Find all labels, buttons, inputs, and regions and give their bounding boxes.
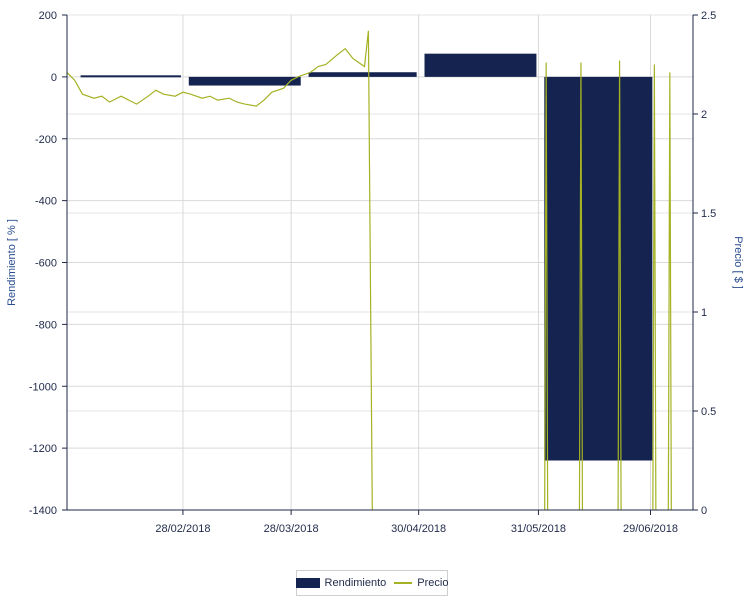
bar-rendimiento-1 [188, 76, 301, 86]
y-tick-label-left-3: -400 [35, 196, 57, 208]
y-tick-label-left-7: -1200 [29, 443, 57, 455]
chart-legend: Rendimiento Precio [295, 570, 448, 596]
bar-rendimiento-2 [308, 72, 417, 77]
bar-rendimiento-4 [544, 76, 653, 461]
y-tick-label-left-1: 0 [51, 72, 57, 84]
y-tick-label-left-4: -600 [35, 258, 57, 270]
y-axis-title-right: Precio [ $ ] [732, 236, 744, 289]
y-tick-label-left-8: -1400 [29, 505, 57, 517]
y-tick-label-left-5: -800 [35, 319, 57, 331]
y-tick-label-right-1: 2 [701, 109, 707, 121]
legend-swatch-precio [394, 582, 413, 584]
y-tick-label-left-6: -1000 [29, 381, 57, 393]
y-tick-label-left-0: 200 [39, 10, 57, 22]
line-precio-spike-3 [652, 64, 657, 511]
legend-label-precio: Precio [417, 577, 449, 589]
bar-rendimiento-3 [424, 53, 537, 77]
y-tick-label-left-2: -200 [35, 134, 57, 146]
y-tick-label-right-0: 2.5 [701, 10, 716, 22]
x-tick-label-3: 31/05/2018 [511, 523, 566, 535]
y-tick-label-right-2: 1.5 [701, 208, 716, 220]
y-tick-label-right-5: 0 [701, 505, 707, 517]
y-tick-label-right-3: 1 [701, 307, 707, 319]
y-tick-label-right-4: 0.5 [701, 406, 716, 418]
legend-swatch-rendimiento [295, 578, 320, 588]
x-tick-label-0: 28/02/2018 [155, 523, 210, 535]
x-tick-label-1: 28/03/2018 [264, 523, 319, 535]
line-precio-spike-4 [667, 72, 672, 511]
legend-item-precio: Precio [394, 577, 448, 589]
line-precio-spike-0 [544, 62, 549, 511]
legend-label-rendimiento: Rendimiento [324, 577, 387, 589]
line-precio-spike-2 [617, 60, 622, 511]
x-tick-label-4: 29/06/2018 [623, 523, 678, 535]
y-axis-title-left: Rendimiento [ % ] [6, 219, 18, 306]
line-precio [66, 30, 373, 511]
line-precio-spike-1 [578, 62, 584, 511]
x-tick-label-2: 30/04/2018 [391, 523, 446, 535]
bar-rendimiento-0 [80, 75, 181, 78]
legend-item-rendimiento: Rendimiento [295, 577, 387, 589]
